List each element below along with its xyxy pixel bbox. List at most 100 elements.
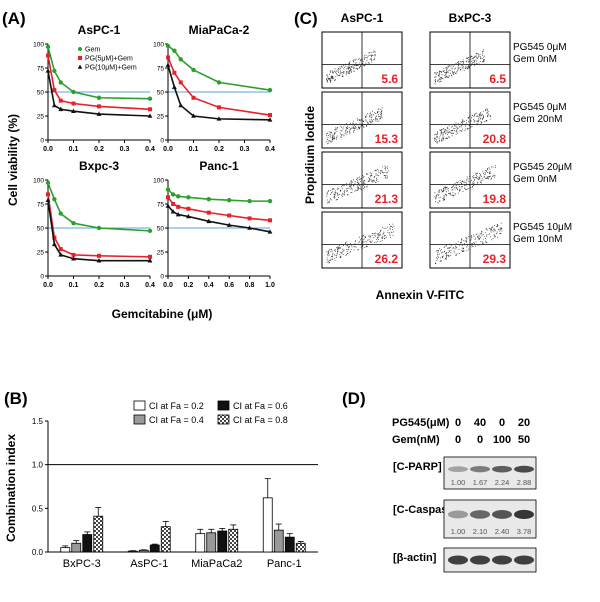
data-point (52, 197, 57, 202)
data-point (186, 195, 191, 200)
x-tick-label: 0.3 (120, 146, 130, 153)
panel-label-d: (D) (342, 389, 366, 408)
subplot-panc-1: Panc-1 0 25 50 75 100 0.0 0.2 0.4 0.6 0.8 1.0 (153, 159, 275, 289)
legend-label: Gem (85, 47, 100, 54)
blot-header-value: 20 (518, 417, 530, 429)
legend-marker (78, 56, 82, 60)
y-tick-label: 75 (157, 202, 165, 209)
series-line (47, 182, 151, 232)
data-point (176, 194, 181, 199)
x-tick-label: 0.1 (69, 146, 79, 153)
legend-marker (77, 64, 83, 69)
legend-swatch (217, 400, 230, 411)
x-tick-label: 0.3 (120, 282, 130, 289)
data-point (247, 216, 252, 221)
panel-a-xlabel: Gemcitabine (μM) (112, 307, 213, 321)
panel-a-ylabel: Cell viability (%) (6, 114, 20, 206)
data-point (97, 253, 101, 258)
data-point (165, 203, 171, 208)
panel-d-western-blot: PG545(μM) 0 40 0 20 Gem(nM) 0 0 100 50 [C-PARP] 1.0… (392, 417, 537, 573)
flow-plot: 29.3 (429, 211, 511, 269)
event-dots (326, 107, 383, 145)
y-tick-label: 100 (33, 42, 44, 49)
data-point (170, 192, 176, 197)
y-tick-label: 0 (40, 274, 44, 281)
data-point (51, 241, 57, 247)
blot-header-label: PG545(μM) (392, 417, 450, 429)
y-tick-label: 25 (157, 250, 165, 257)
data-point (267, 87, 273, 93)
data-point (71, 108, 76, 113)
panel-label-b: (B) (4, 389, 28, 408)
event-dots (326, 223, 395, 264)
data-point (147, 96, 153, 101)
blot-header-label: Gem(nM) (392, 434, 440, 446)
blot-row: [β-actin] (393, 547, 537, 573)
data-point (52, 68, 57, 74)
x-tick-label: 0.2 (214, 146, 224, 153)
data-point (71, 252, 76, 257)
data-point (96, 258, 102, 263)
band-intensity: 2.40 (495, 527, 510, 536)
y-tick-label: 100 (153, 178, 164, 185)
panel-c-xlabel: Annexin V-FITC (376, 288, 465, 302)
data-point (71, 256, 76, 261)
treatment-gem: Gem 0nM (513, 54, 557, 65)
blot-membrane (443, 499, 537, 539)
data-point (186, 206, 191, 211)
data-point (170, 209, 176, 214)
apoptosis-value: 21.3 (375, 192, 399, 206)
subplot-bxpc-3: Bxpc-3 0 25 50 75 100 0.0 0.1 0.2 0.3 0.4 (33, 159, 155, 289)
bar (82, 534, 93, 553)
legend-swatch (217, 414, 230, 425)
blot-label: [β-actin] (393, 552, 437, 564)
blot-header-value: 0 (499, 417, 505, 429)
flow-plot: 19.8 (429, 151, 511, 209)
bar (295, 542, 306, 553)
data-point (216, 80, 222, 85)
data-point (58, 252, 64, 257)
data-point (176, 204, 181, 209)
bar (127, 550, 138, 553)
bar (71, 542, 82, 553)
series-line (167, 64, 271, 121)
x-tick-label: 0.0 (163, 146, 173, 153)
protein-band (470, 555, 490, 565)
data-point (268, 218, 272, 223)
series-line (47, 70, 151, 117)
data-point (206, 218, 212, 224)
treatment-pg545: PG545 0μM (513, 102, 567, 113)
y-tick-label: 0 (160, 138, 164, 145)
x-tick-label: 0.2 (94, 146, 104, 153)
data-point (227, 197, 232, 203)
apoptosis-value: 19.8 (483, 192, 507, 206)
bar (273, 529, 284, 553)
data-point (148, 254, 152, 259)
y-tick-label: 0.5 (32, 504, 44, 513)
data-point (191, 113, 196, 118)
data-point (45, 180, 51, 186)
subplot-title: MiaPaCa-2 (189, 23, 250, 37)
data-point (216, 116, 222, 121)
band-intensity: 2.88 (517, 478, 532, 487)
apoptosis-value: 5.6 (381, 72, 398, 86)
bar (138, 549, 149, 553)
data-point (206, 197, 211, 202)
data-point (96, 225, 102, 231)
treatment-gem: Gem 10nM (513, 234, 562, 245)
band-intensity: 1.00 (451, 478, 466, 487)
category-label: Panc-1 (267, 558, 302, 570)
band-intensity: 2.24 (495, 478, 510, 487)
y-tick-label: 25 (37, 250, 45, 257)
event-dots (434, 108, 491, 144)
subplot-title: Panc-1 (199, 159, 239, 173)
data-point (165, 62, 171, 67)
blot-header-value: 100 (493, 434, 511, 446)
band-intensity: 3.78 (517, 527, 532, 536)
legend-label: PG(10μM)+Gem (85, 65, 137, 72)
data-point (206, 210, 211, 215)
data-point (171, 84, 177, 89)
x-tick-label: 0.1 (189, 146, 199, 153)
treatment-gem: Gem 0nM (513, 174, 557, 185)
data-point (165, 43, 171, 49)
